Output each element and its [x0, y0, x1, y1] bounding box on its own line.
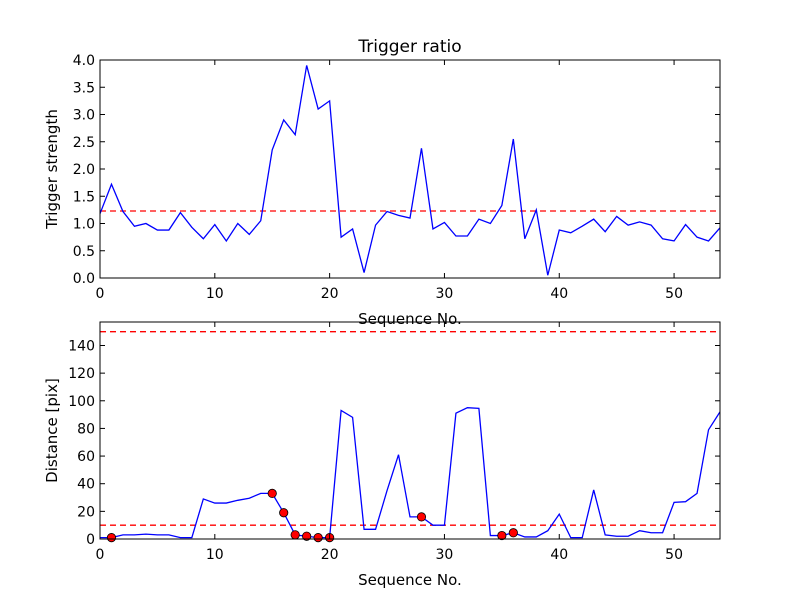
- plot-frame: [99, 321, 721, 540]
- plot-frame: [99, 59, 721, 279]
- data-point-marker: [416, 512, 427, 522]
- x-tick-label: 10: [206, 286, 224, 302]
- y-tick-label: 60: [77, 449, 95, 465]
- y-tick-label: 100: [68, 394, 95, 410]
- data-point-marker: [313, 533, 323, 543]
- data-point-marker: [267, 488, 277, 498]
- y-axis-label: Trigger strength: [43, 109, 61, 230]
- y-tick-label: 0: [86, 532, 95, 548]
- trigger-ratio-plot: 0 10 20 30 40 50 0.0 0.5 1.0 1.5 2.0 2.5 3.0 3.5 4.0 Se…: [43, 37, 721, 328]
- x-tick-label: 30: [436, 286, 454, 302]
- y-tick-label: 3.0: [73, 108, 95, 124]
- x-tick-label: 50: [665, 547, 683, 563]
- y-tick-label: 140: [68, 338, 95, 354]
- series-line: [100, 407, 721, 539]
- data-point-marker: [279, 508, 289, 518]
- y-tick-label: 2.0: [73, 162, 95, 178]
- x-tick-label: 10: [206, 547, 224, 563]
- data-point-marker: [497, 530, 507, 541]
- data-point-marker: [302, 531, 312, 541]
- x-axis-label: Sequence No.: [358, 310, 462, 328]
- y-tick-label: 1.0: [73, 217, 95, 233]
- x-tick-label: 20: [321, 547, 339, 563]
- y-tick-label: 1.5: [73, 189, 95, 205]
- chart-title: Trigger ratio: [357, 37, 461, 57]
- data-point-marker: [508, 528, 518, 538]
- data-point-marker: [106, 533, 117, 543]
- x-tick-label: 0: [96, 286, 105, 302]
- data-point-marker: [290, 530, 300, 540]
- x-tick-label: 30: [436, 547, 454, 563]
- x-tick-label: 0: [96, 547, 105, 563]
- x-tick-label: 40: [550, 286, 568, 302]
- y-axis-label: Distance [pix]: [43, 378, 61, 483]
- x-tick-label: 50: [665, 286, 683, 302]
- y-tick-label: 0.5: [73, 244, 95, 260]
- series-line: [99, 65, 721, 276]
- y-tick-label: 0.0: [73, 271, 95, 287]
- x-tick-label: 20: [321, 286, 339, 302]
- x-tick-label: 40: [550, 547, 568, 563]
- y-tick-label: 40: [77, 477, 95, 493]
- y-tick-label: 80: [77, 421, 95, 437]
- y-tick-label: 20: [77, 504, 95, 520]
- x-axis-label: Sequence No.: [358, 571, 462, 589]
- y-tick-label: 120: [68, 366, 95, 382]
- y-tick-label: 2.5: [73, 135, 95, 151]
- distance-plot: 0 10 20 30 40 50 0 20 40 60 80 100 120 140 Sequence No…: [43, 321, 721, 589]
- y-tick-label: 4.0: [73, 53, 95, 69]
- y-tick-label: 3.5: [73, 80, 95, 96]
